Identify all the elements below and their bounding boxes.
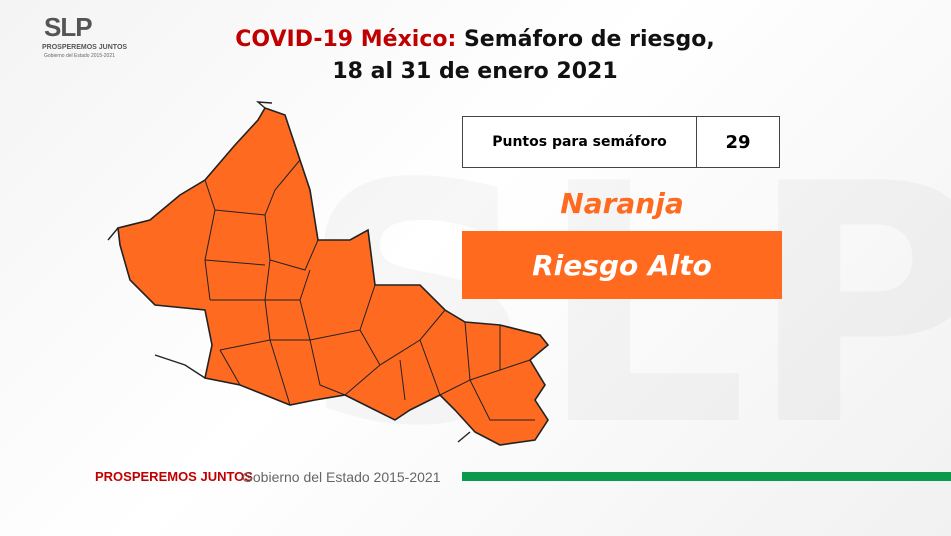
footer-government: Gobierno del Estado 2015-2021 xyxy=(242,469,441,485)
logo-subtitle: Gobierno del Estado 2015-2021 xyxy=(44,53,115,59)
risk-level: Riesgo Alto xyxy=(462,231,782,299)
state-map xyxy=(117,107,550,446)
points-value: 29 xyxy=(725,131,751,153)
municipal-borders xyxy=(107,101,535,443)
footer-slogan: PROSPEREMOS JUNTOS xyxy=(95,469,253,484)
footer-bar xyxy=(462,472,951,481)
logo-slogan: PROSPEREMOS JUNTOS xyxy=(42,44,128,51)
status-color: Naranja xyxy=(560,187,684,220)
title-period: 18 al 31 de enero 2021 xyxy=(332,59,618,84)
points-label: Puntos para semáforo xyxy=(463,117,697,167)
title-main: Semáforo de riesgo, xyxy=(463,27,715,52)
title: COVID-19 México: Semáforo de riesgo, 18 … xyxy=(230,24,720,88)
title-highlight: COVID-19 México: xyxy=(235,27,457,52)
logo-mark: SLP xyxy=(44,12,93,42)
points-table: Puntos para semáforo 29 xyxy=(462,116,780,168)
